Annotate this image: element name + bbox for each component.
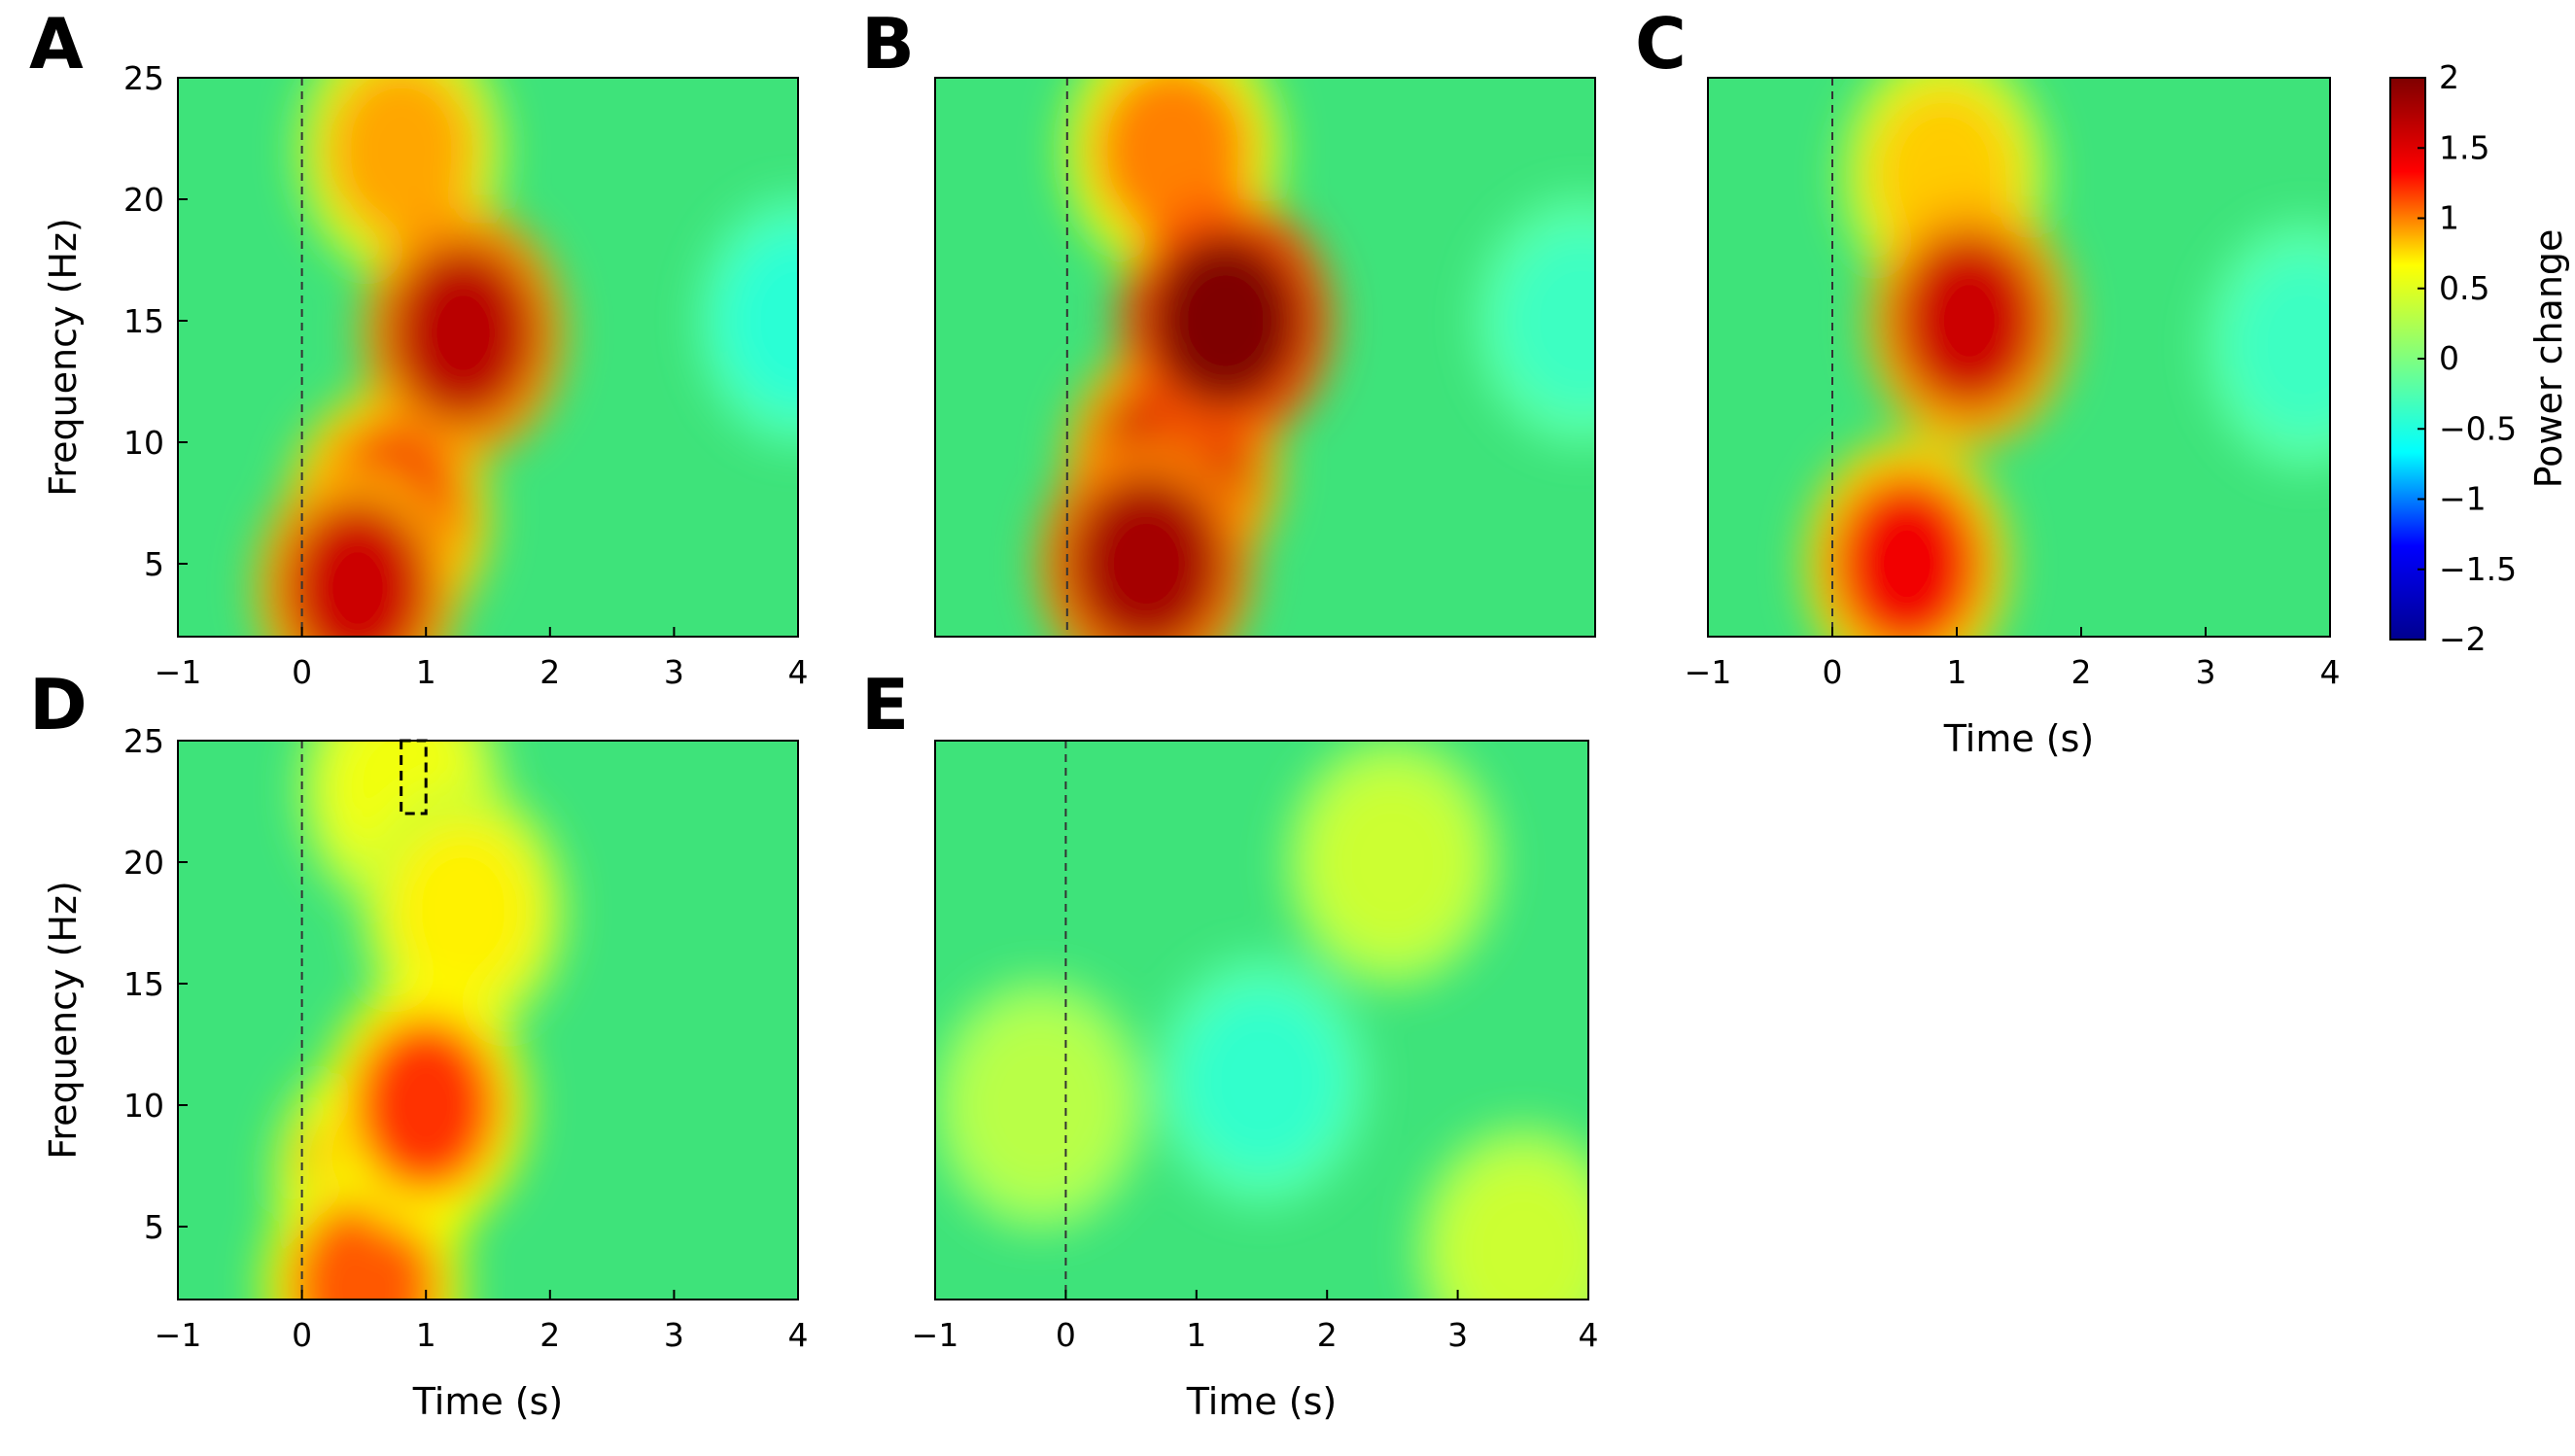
panel-letter: C: [1635, 3, 1687, 85]
x-tick-label: 0: [1056, 1316, 1076, 1354]
colorbar-tick-label: 1: [2439, 199, 2459, 237]
x-axis-label: Time (s): [1186, 1380, 1338, 1423]
heatmap-blobs: [1039, 78, 1595, 637]
heatmap-cell: [1502, 231, 1595, 410]
heatmap-area: [935, 741, 1588, 1300]
x-tick-label: 3: [664, 653, 684, 691]
highlight-box: [400, 739, 428, 815]
panel-letter: B: [861, 3, 915, 85]
x-tick-label: 3: [664, 1316, 684, 1354]
heatmap-cell: [1146, 231, 1305, 410]
panel-c: −1 0 1 2 3 4 Time (s) C: [1635, 3, 2341, 760]
heatmap-blobs: [1806, 78, 2330, 637]
panel-letter: E: [861, 664, 909, 745]
colorbar-tick-label: −2: [2439, 620, 2487, 658]
heatmap-cell: [388, 243, 539, 423]
x-tick-label: −1: [155, 653, 202, 691]
heatmap-cell: [960, 1016, 1119, 1195]
x-tick-label: 0: [1823, 653, 1843, 691]
panel-a: −1 0 1 2 3 4 25 20 15 10 5 Frequency (Hz) A: [29, 3, 809, 691]
heatmap-cell: [388, 821, 539, 1000]
x-tick-label: 1: [1947, 653, 1967, 691]
x-axis-label: Time (s): [412, 1380, 564, 1423]
heatmap-cell: [1895, 231, 2044, 410]
heatmap-cell: [283, 499, 433, 637]
panel-b: B: [861, 3, 1596, 638]
heatmap-cell: [723, 231, 798, 410]
heatmap-cell: [1444, 1161, 1588, 1300]
heatmap-cell: [327, 78, 476, 240]
x-tick-label: 4: [788, 653, 809, 691]
plot-frame: [177, 77, 799, 638]
plot-frame: [934, 77, 1596, 638]
panel-letter: D: [29, 664, 87, 745]
x-tick-label: 1: [1186, 1316, 1206, 1354]
x-tick-label: 3: [2196, 653, 2216, 691]
colorbar-tick-label: 1.5: [2439, 128, 2489, 166]
heatmap-cell: [1313, 773, 1472, 952]
x-tick-label: 4: [788, 1316, 809, 1354]
x-tick-label: −1: [912, 1316, 959, 1354]
x-axis-label: Time (s): [1943, 717, 2095, 760]
y-tick-label: 5: [144, 545, 164, 583]
heatmap-cell: [1832, 474, 1982, 637]
y-tick-label: 25: [123, 722, 164, 760]
heatmap-area: [178, 78, 798, 637]
x-tick-label: 0: [292, 653, 312, 691]
colorbar: 2 1.5 1 0.5 0 −0.5 −1 −1.5 −2 Power change: [2389, 58, 2570, 658]
x-tick-label: 1: [416, 1316, 436, 1354]
x-tick-label: 3: [1447, 1316, 1468, 1354]
x-tick-label: −1: [1685, 653, 1732, 691]
y-tick-label: 20: [123, 181, 164, 219]
y-tick-label: 15: [123, 302, 164, 340]
heatmap-cell: [1066, 474, 1226, 637]
x-tick-label: 0: [292, 1316, 312, 1354]
colorbar-label: Power change: [2527, 229, 2570, 489]
y-tick-label: 20: [123, 844, 164, 882]
heatmap-blobs: [935, 741, 1588, 1300]
y-tick-label: 10: [123, 1087, 164, 1125]
x-tick-label: 2: [1317, 1316, 1338, 1354]
plot-frame: [177, 740, 799, 1300]
y-tick-label: 25: [123, 59, 164, 97]
x-tick-label: 2: [539, 653, 560, 691]
x-tick-label: −1: [155, 1316, 202, 1354]
plot-frame: [1707, 77, 2331, 638]
colorbar-tick-label: 0: [2439, 339, 2459, 377]
x-tick-label: 1: [416, 653, 436, 691]
y-tick-label: 10: [123, 424, 164, 462]
colorbar-tick-label: −1: [2439, 480, 2487, 518]
panel-e: −1 0 1 2 3 4 Time (s) E: [861, 664, 1599, 1423]
heatmap-cell: [2230, 256, 2330, 434]
colorbar-tick-label: −0.5: [2439, 409, 2517, 447]
heatmap-cell: [1183, 991, 1340, 1170]
heatmap-area: [935, 78, 1595, 637]
heatmap-area: [1708, 78, 2330, 637]
panel-d: −1 0 1 2 3 4 25 20 15 10 5 Frequency (Hz) Time (s) D: [29, 664, 809, 1423]
y-tick-label: 5: [144, 1208, 164, 1246]
plot-frame: [934, 740, 1589, 1300]
x-tick-label: 2: [2071, 653, 2092, 691]
y-axis-label: Frequency (Hz): [42, 881, 85, 1160]
heatmap-cell: [351, 1016, 501, 1195]
colorbar-tick-label: −1.5: [2439, 550, 2517, 588]
colorbar-tick-label: 0.5: [2439, 269, 2489, 307]
x-tick-label: 2: [539, 1316, 560, 1354]
panel-letter: A: [29, 3, 84, 85]
x-tick-label: 4: [1579, 1316, 1599, 1354]
heatmap-blobs: [257, 78, 798, 637]
y-tick-label: 15: [123, 965, 164, 1003]
colorbar-tick-label: 2: [2439, 58, 2459, 96]
y-axis-label: Frequency (Hz): [42, 218, 85, 497]
x-tick-label: 4: [2320, 653, 2341, 691]
